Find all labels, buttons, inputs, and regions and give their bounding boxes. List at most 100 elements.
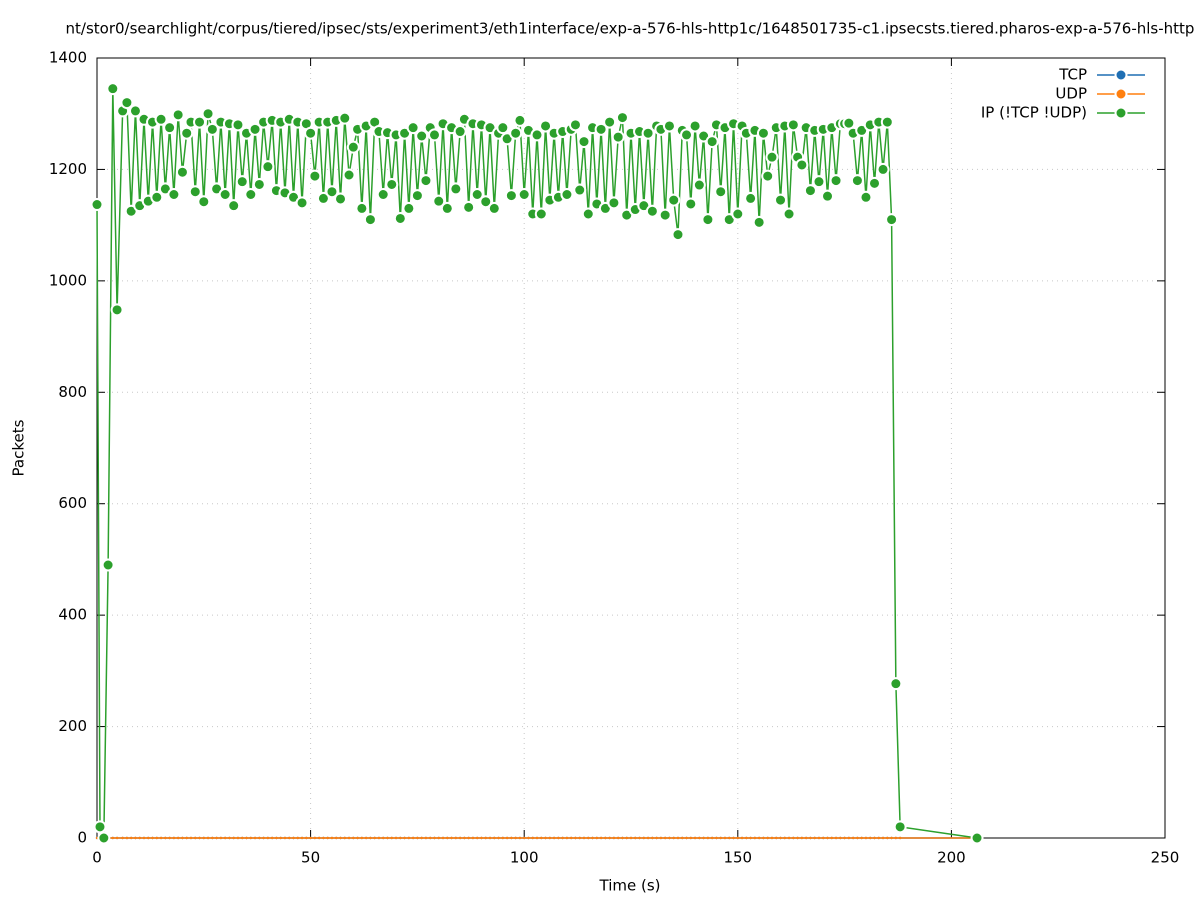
data-point <box>476 836 479 840</box>
data-point <box>235 175 249 189</box>
data-point <box>369 836 372 840</box>
data-point <box>253 836 257 840</box>
data-point <box>766 836 769 840</box>
data-point <box>470 188 484 201</box>
data-point <box>787 836 791 840</box>
data-point <box>411 836 415 840</box>
data-point <box>681 836 684 840</box>
data-point <box>587 836 590 840</box>
data-point <box>415 129 429 143</box>
data-point <box>530 128 544 142</box>
data-point <box>885 213 899 227</box>
data-point <box>719 836 722 840</box>
y-tick-label: 1000 <box>49 271 87 289</box>
data-point <box>655 836 658 840</box>
data-point <box>864 836 868 840</box>
data-point <box>270 836 274 840</box>
data-point <box>804 836 808 840</box>
y-tick-label: 1200 <box>49 160 87 178</box>
data-point <box>446 836 449 840</box>
data-point <box>847 836 851 840</box>
data-point <box>877 836 880 840</box>
data-point <box>621 836 624 840</box>
data-point <box>796 836 799 840</box>
data-point <box>343 836 346 840</box>
data-point <box>509 126 523 140</box>
data-point <box>706 836 710 840</box>
data-point <box>385 177 399 191</box>
data-point <box>471 836 475 840</box>
x-tick-label: 100 <box>510 849 539 867</box>
data-point <box>548 836 552 840</box>
data-point <box>890 836 893 840</box>
data-point <box>424 836 428 840</box>
data-point <box>501 836 505 840</box>
legend-marker <box>1114 106 1128 120</box>
data-point <box>295 196 309 210</box>
data-point <box>159 836 163 840</box>
data-point <box>484 836 487 840</box>
data-point <box>189 836 193 840</box>
data-point <box>292 836 295 840</box>
data-point <box>393 211 407 225</box>
data-point <box>531 836 534 840</box>
data-point <box>193 115 207 129</box>
data-point <box>774 193 788 207</box>
data-point <box>809 836 812 840</box>
y-tick-label: 400 <box>58 606 87 624</box>
data-point <box>399 836 402 840</box>
data-point <box>171 108 185 122</box>
legend-label: UDP <box>1055 85 1087 103</box>
data-point <box>577 135 591 149</box>
data-point <box>416 836 419 840</box>
data-point <box>406 121 420 135</box>
data-point <box>188 185 202 199</box>
data-point <box>316 191 330 205</box>
data-point <box>480 836 483 840</box>
data-point <box>518 836 522 840</box>
data-point <box>800 836 804 840</box>
data-point <box>283 836 287 840</box>
data-point <box>154 112 168 126</box>
data-point <box>702 836 705 840</box>
data-point <box>215 836 218 840</box>
data-point <box>382 836 385 840</box>
data-point <box>732 836 735 840</box>
data-point <box>167 188 181 201</box>
data-point <box>826 836 829 840</box>
data-point <box>582 836 586 840</box>
data-point <box>185 836 188 840</box>
data-point <box>761 169 775 183</box>
data-point <box>693 836 697 840</box>
data-point <box>309 836 312 840</box>
data-point <box>646 836 650 840</box>
data-point <box>262 836 265 840</box>
data-point <box>817 836 821 840</box>
data-point <box>894 836 898 840</box>
x-tick-label: 50 <box>301 849 320 867</box>
data-point <box>595 836 599 840</box>
data-point <box>403 836 406 840</box>
data-point <box>752 215 766 229</box>
data-point <box>552 836 556 840</box>
data-point <box>493 836 496 840</box>
data-point <box>347 836 351 840</box>
data-point <box>667 193 681 207</box>
data-point <box>245 836 248 840</box>
data-point <box>873 836 876 840</box>
data-point <box>662 119 676 133</box>
data-point <box>616 836 620 840</box>
data-point <box>698 836 701 840</box>
data-point <box>449 182 463 196</box>
x-tick-label: 0 <box>92 849 102 867</box>
data-point <box>539 119 553 133</box>
x-tick-label: 200 <box>937 849 966 867</box>
data-point <box>231 118 245 132</box>
legend-marker <box>1114 68 1128 82</box>
data-point <box>420 836 423 840</box>
legend-label: IP (!TCP !UDP) <box>981 104 1087 122</box>
data-point <box>898 836 902 840</box>
data-point <box>744 191 758 205</box>
data-point <box>782 207 796 221</box>
